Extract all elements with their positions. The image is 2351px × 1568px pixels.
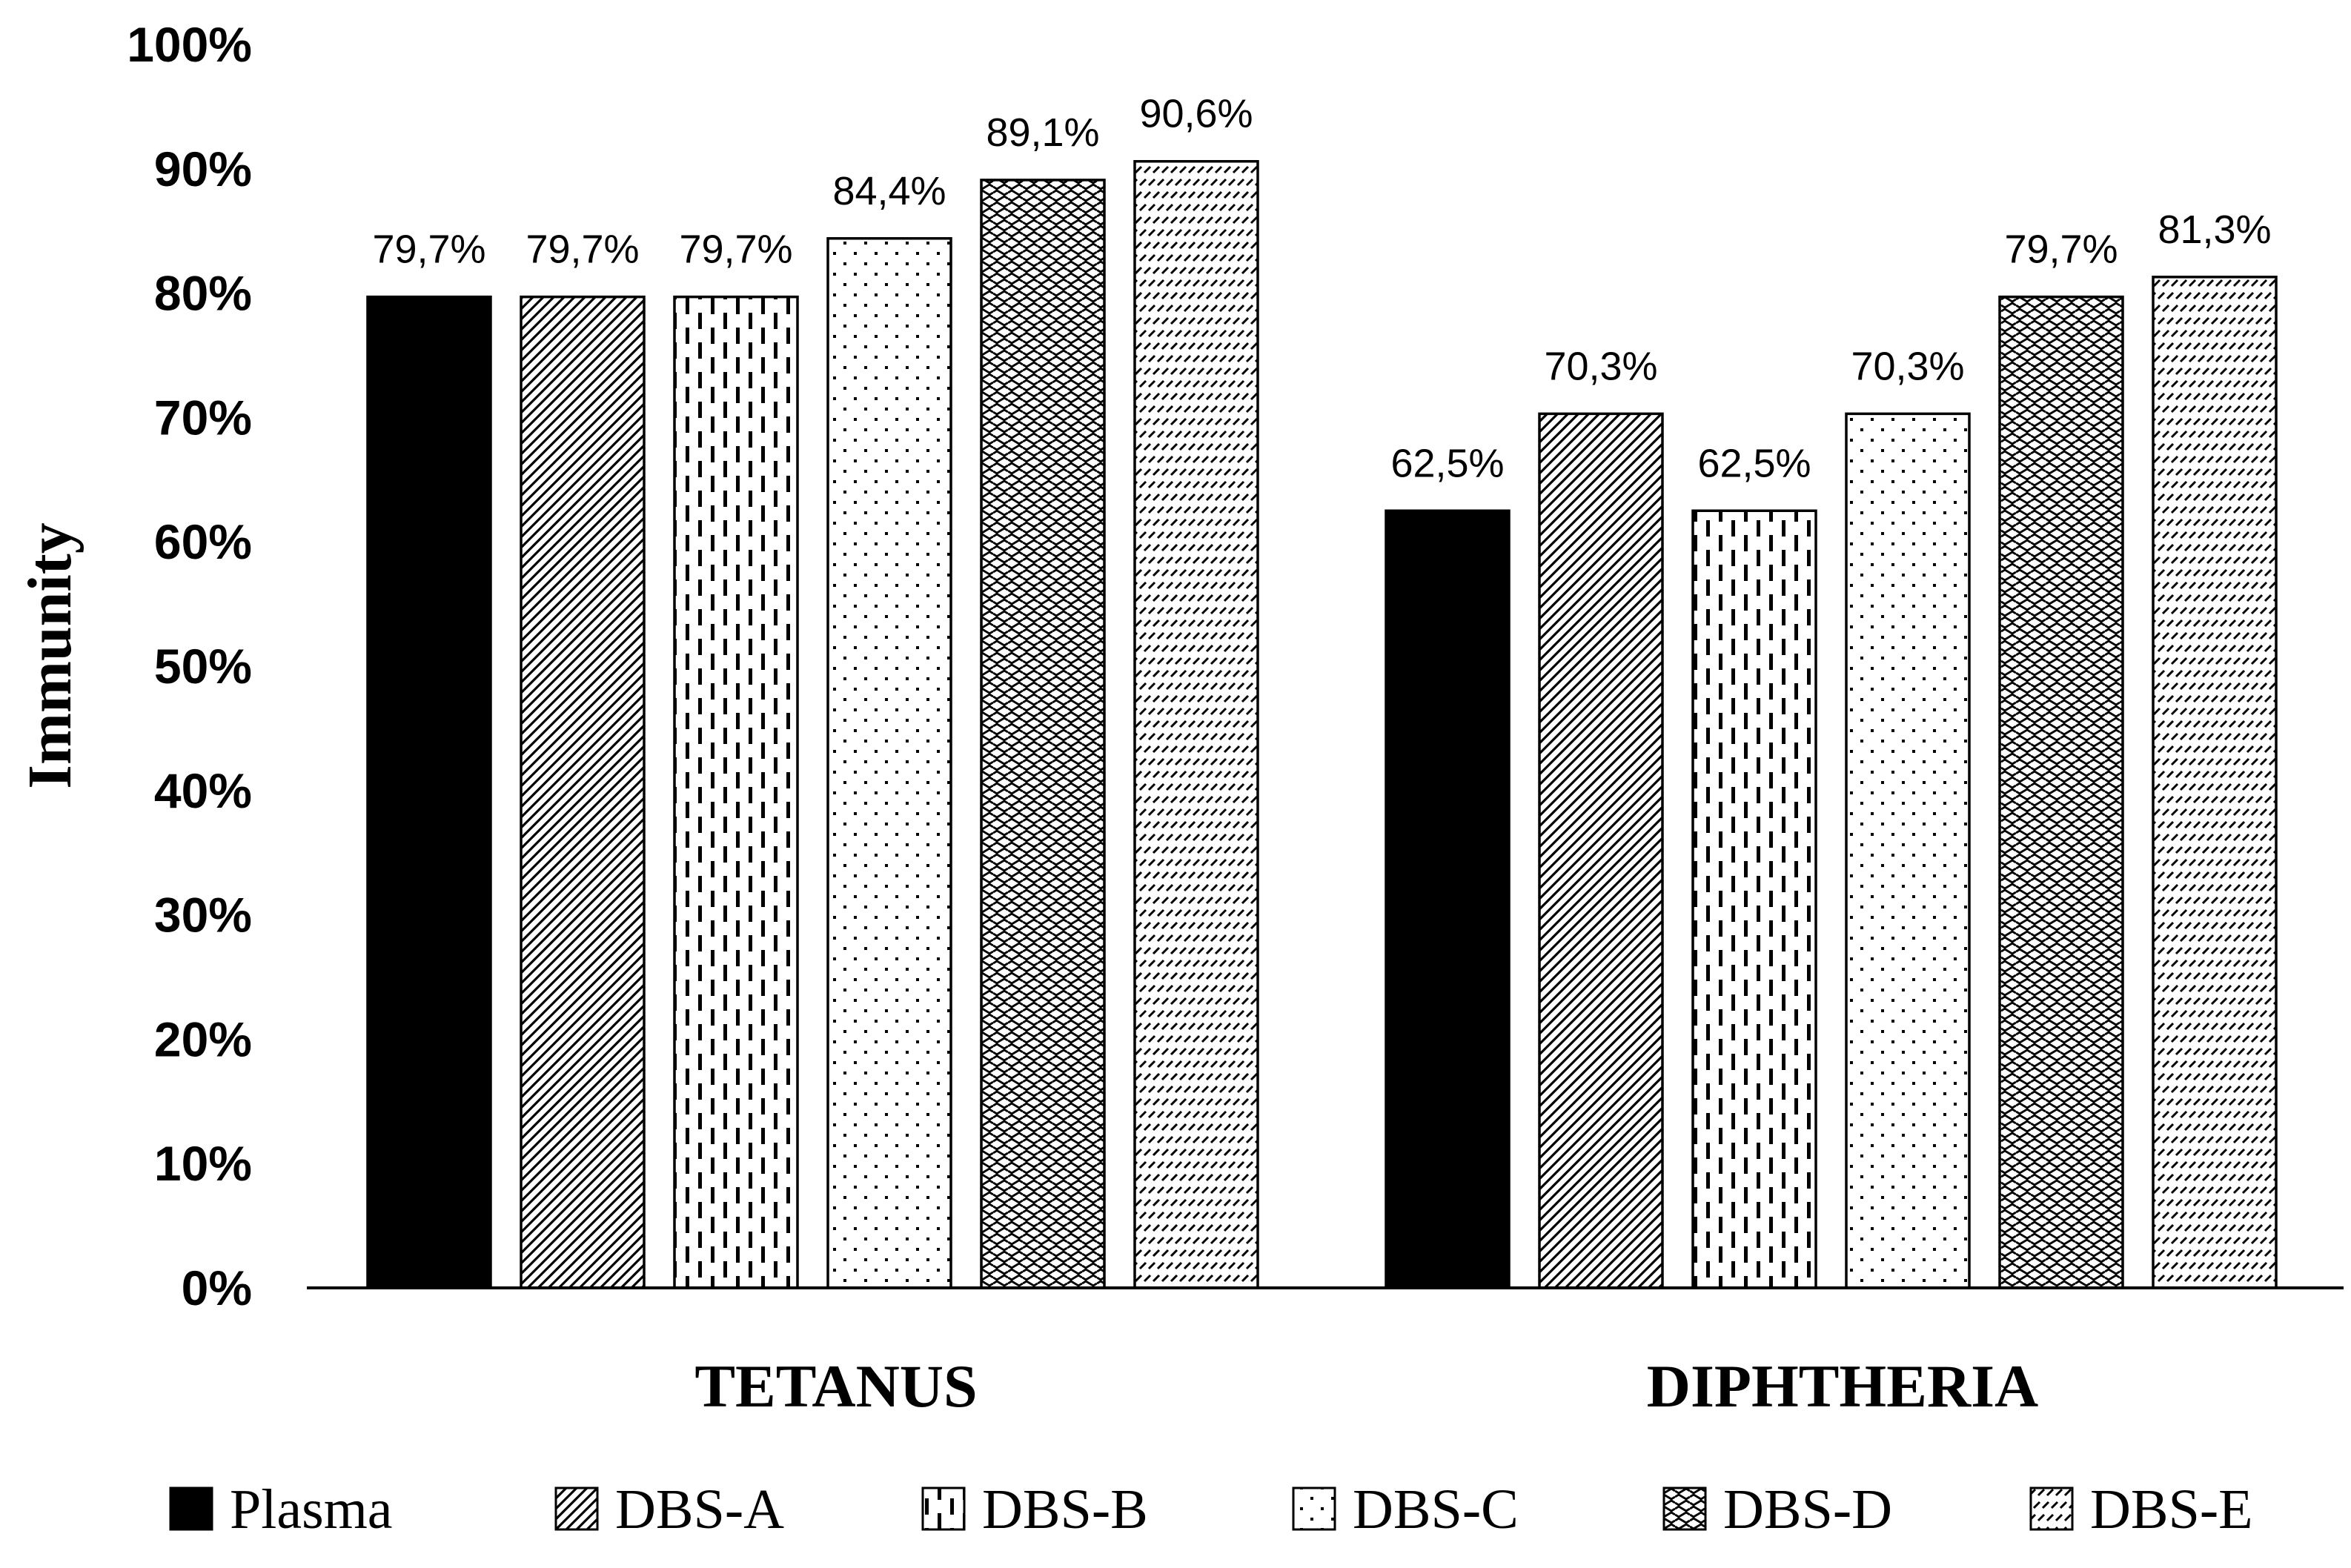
- data-label: 79,7%: [2004, 227, 2118, 272]
- y-tick-label: 30%: [154, 888, 252, 943]
- legend-swatch: [2029, 1486, 2074, 1531]
- bars-layer: [366, 159, 2278, 1289]
- legend-label: Plasma: [230, 1478, 393, 1541]
- legend-swatch: [1292, 1486, 1336, 1531]
- data-label: 62,5%: [1697, 441, 1811, 485]
- bar-dbs-a-tetanus: [520, 295, 646, 1289]
- legend: Plasma DBS-A DBS-B DBS-C DBS-D DBS-E: [169, 1478, 2253, 1541]
- legend-label: DBS-A: [615, 1478, 784, 1541]
- y-tick-label: 70%: [154, 390, 252, 445]
- data-label: 70,3%: [1544, 344, 1657, 388]
- data-label: 81,3%: [2158, 207, 2271, 252]
- legend-label: DBS-C: [1353, 1478, 1519, 1541]
- data-label: 79,7%: [679, 227, 792, 272]
- data-label: 90,6%: [1139, 92, 1253, 136]
- y-tick-label: 10%: [154, 1136, 252, 1191]
- y-tick-label: 0%: [182, 1260, 252, 1315]
- data-label: 70,3%: [1851, 344, 1964, 388]
- legend-label: DBS-D: [1723, 1478, 1892, 1541]
- y-axis-ticks: 0% 10% 20% 30% 40% 50% 60% 70% 80% 90% 100%: [127, 17, 252, 1315]
- category-label: TETANUS: [694, 1352, 977, 1420]
- bar-plasma-diphtheria: [1385, 509, 1511, 1289]
- bar-dbs-c-tetanus: [826, 237, 952, 1289]
- legend-item-plasma: Plasma: [169, 1478, 393, 1541]
- y-tick-label: 50%: [154, 639, 252, 694]
- data-labels-layer: 79,7% 79,7% 79,7% 84,4% 89,1% 90,6% 62,5% 70,3%…: [372, 92, 2271, 486]
- bar-plasma-tetanus: [366, 295, 492, 1289]
- legend-label: DBS-E: [2090, 1478, 2253, 1541]
- data-label: 89,1%: [986, 110, 1099, 155]
- y-tick-label: 20%: [154, 1011, 252, 1066]
- bar-dbs-d-tetanus: [980, 179, 1106, 1289]
- bar-dbs-e-diphtheria: [2152, 276, 2278, 1289]
- legend-label: DBS-B: [982, 1478, 1148, 1541]
- bar-dbs-d-diphtheria: [1998, 295, 2124, 1289]
- legend-item-dbs-d: DBS-D: [1662, 1478, 1892, 1541]
- y-tick-label: 90%: [154, 142, 252, 196]
- category-label: DIPHTHERIA: [1647, 1352, 2039, 1420]
- legend-swatch: [1662, 1486, 1707, 1531]
- category-labels: TETANUS DIPHTHERIA: [694, 1352, 2038, 1420]
- legend-item-dbs-c: DBS-C: [1292, 1478, 1519, 1541]
- legend-swatch: [169, 1486, 213, 1531]
- legend-item-dbs-a: DBS-A: [554, 1478, 784, 1541]
- data-label: 79,7%: [372, 227, 485, 272]
- data-label: 79,7%: [525, 227, 639, 272]
- y-tick-label: 100%: [127, 17, 252, 72]
- y-tick-label: 80%: [154, 266, 252, 321]
- legend-item-dbs-b: DBS-B: [921, 1478, 1148, 1541]
- y-tick-label: 60%: [154, 514, 252, 569]
- legend-item-dbs-e: DBS-E: [2029, 1478, 2253, 1541]
- data-label: 62,5%: [1390, 441, 1504, 485]
- data-label: 84,4%: [832, 169, 946, 213]
- legend-swatch: [554, 1486, 599, 1531]
- legend-swatch: [921, 1486, 966, 1531]
- bar-dbs-e-tetanus: [1133, 159, 1259, 1289]
- y-axis-label: Immunity: [16, 522, 84, 788]
- y-tick-label: 40%: [154, 763, 252, 818]
- bar-dbs-c-diphtheria: [1845, 412, 1971, 1289]
- bar-dbs-b-diphtheria: [1691, 509, 1817, 1289]
- bar-dbs-b-tetanus: [673, 295, 799, 1289]
- bar-dbs-a-diphtheria: [1538, 412, 1664, 1289]
